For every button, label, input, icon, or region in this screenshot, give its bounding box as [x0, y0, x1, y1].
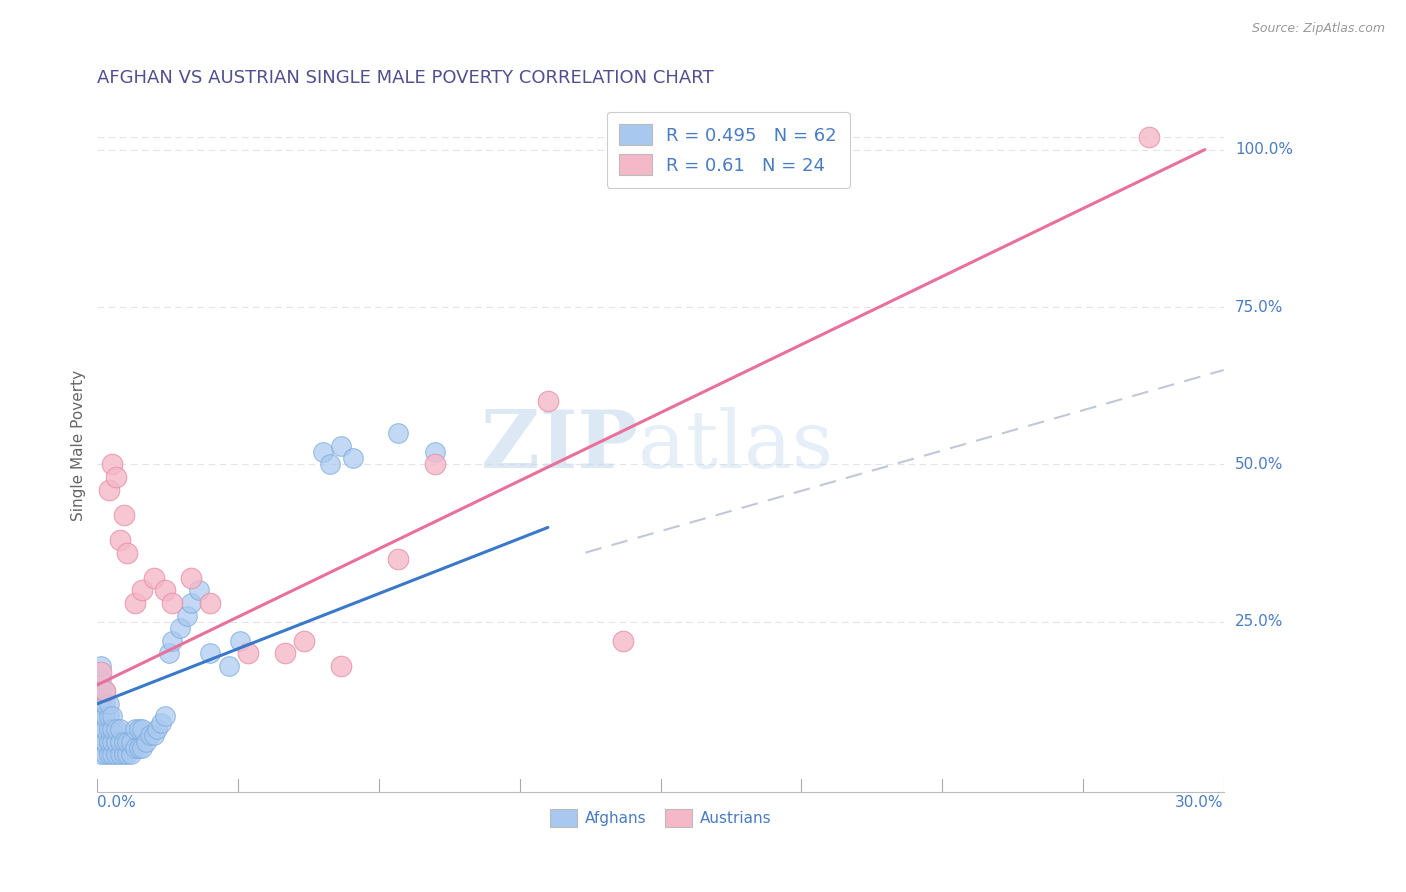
Point — [150, 715, 173, 730]
Point — [153, 583, 176, 598]
Point — [112, 508, 135, 522]
Point — [94, 684, 117, 698]
Point — [169, 621, 191, 635]
Point — [330, 659, 353, 673]
Point — [218, 659, 240, 673]
Point — [105, 734, 128, 748]
Point — [330, 439, 353, 453]
Point — [342, 451, 364, 466]
Point — [90, 722, 112, 736]
Point — [90, 734, 112, 748]
Point — [124, 740, 146, 755]
Point — [425, 458, 447, 472]
Point — [387, 552, 409, 566]
Point — [94, 684, 117, 698]
Point — [94, 709, 117, 723]
Point — [90, 665, 112, 680]
Point — [1137, 130, 1160, 145]
Point — [108, 747, 131, 761]
Point — [162, 633, 184, 648]
Point — [180, 571, 202, 585]
Text: atlas: atlas — [638, 407, 834, 484]
Point — [94, 697, 117, 711]
Point — [101, 458, 124, 472]
Point — [90, 659, 112, 673]
Point — [135, 734, 157, 748]
Point — [90, 709, 112, 723]
Point — [153, 709, 176, 723]
Point — [101, 722, 124, 736]
Point — [131, 740, 153, 755]
Point — [142, 571, 165, 585]
Point — [97, 747, 120, 761]
Point — [198, 647, 221, 661]
Text: 50.0%: 50.0% — [1234, 457, 1284, 472]
Point — [425, 445, 447, 459]
Point — [131, 722, 153, 736]
Text: 75.0%: 75.0% — [1234, 300, 1284, 315]
Point — [94, 722, 117, 736]
Point — [229, 633, 252, 648]
Text: Source: ZipAtlas.com: Source: ZipAtlas.com — [1251, 22, 1385, 36]
Point — [117, 747, 139, 761]
Point — [124, 596, 146, 610]
Point — [162, 596, 184, 610]
Point — [319, 458, 342, 472]
Point — [274, 647, 297, 661]
Point — [176, 608, 198, 623]
Point — [387, 425, 409, 440]
Point — [101, 747, 124, 761]
Point — [187, 583, 209, 598]
Text: 30.0%: 30.0% — [1175, 795, 1223, 810]
Point — [139, 728, 162, 742]
Point — [120, 747, 142, 761]
Point — [112, 747, 135, 761]
Point — [97, 722, 120, 736]
Point — [90, 672, 112, 686]
Point — [108, 722, 131, 736]
Text: AFGHAN VS AUSTRIAN SINGLE MALE POVERTY CORRELATION CHART: AFGHAN VS AUSTRIAN SINGLE MALE POVERTY C… — [97, 69, 714, 87]
Point — [90, 697, 112, 711]
Point — [97, 697, 120, 711]
Point — [128, 722, 150, 736]
Point — [94, 734, 117, 748]
Point — [311, 445, 333, 459]
Point — [198, 596, 221, 610]
Point — [146, 722, 169, 736]
Point — [117, 734, 139, 748]
Point — [142, 728, 165, 742]
Point — [180, 596, 202, 610]
Point — [97, 709, 120, 723]
Point — [101, 734, 124, 748]
Point — [101, 709, 124, 723]
Point — [108, 734, 131, 748]
Point — [97, 734, 120, 748]
Point — [94, 747, 117, 761]
Point — [612, 633, 634, 648]
Point — [236, 647, 259, 661]
Text: 0.0%: 0.0% — [97, 795, 136, 810]
Point — [157, 647, 180, 661]
Text: ZIP: ZIP — [481, 407, 638, 484]
Point — [108, 533, 131, 547]
Point — [105, 470, 128, 484]
Point — [105, 722, 128, 736]
Point — [90, 684, 112, 698]
Point — [128, 740, 150, 755]
Point — [292, 633, 315, 648]
Legend: Afghans, Austrians: Afghans, Austrians — [544, 803, 778, 833]
Text: 25.0%: 25.0% — [1234, 615, 1284, 630]
Point — [537, 394, 560, 409]
Point — [124, 722, 146, 736]
Point — [90, 747, 112, 761]
Point — [117, 546, 139, 560]
Text: 100.0%: 100.0% — [1234, 142, 1294, 157]
Point — [97, 483, 120, 497]
Point — [120, 734, 142, 748]
Y-axis label: Single Male Poverty: Single Male Poverty — [72, 370, 86, 521]
Point — [112, 734, 135, 748]
Point — [105, 747, 128, 761]
Point — [131, 583, 153, 598]
